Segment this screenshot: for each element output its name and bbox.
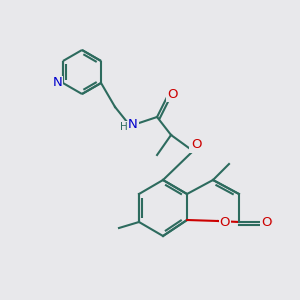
Text: O: O (190, 140, 200, 152)
Text: O: O (261, 215, 271, 229)
Text: O: O (167, 88, 177, 100)
Text: N: N (53, 76, 63, 89)
Text: O: O (191, 139, 201, 152)
Text: O: O (167, 88, 177, 101)
Text: N: N (53, 76, 63, 89)
Text: O: O (220, 215, 230, 229)
Text: N: N (128, 119, 138, 133)
Text: H: H (120, 122, 128, 132)
Text: O: O (220, 217, 230, 230)
Text: O: O (262, 215, 272, 229)
Text: N: N (128, 118, 138, 131)
Text: H: H (121, 123, 129, 133)
